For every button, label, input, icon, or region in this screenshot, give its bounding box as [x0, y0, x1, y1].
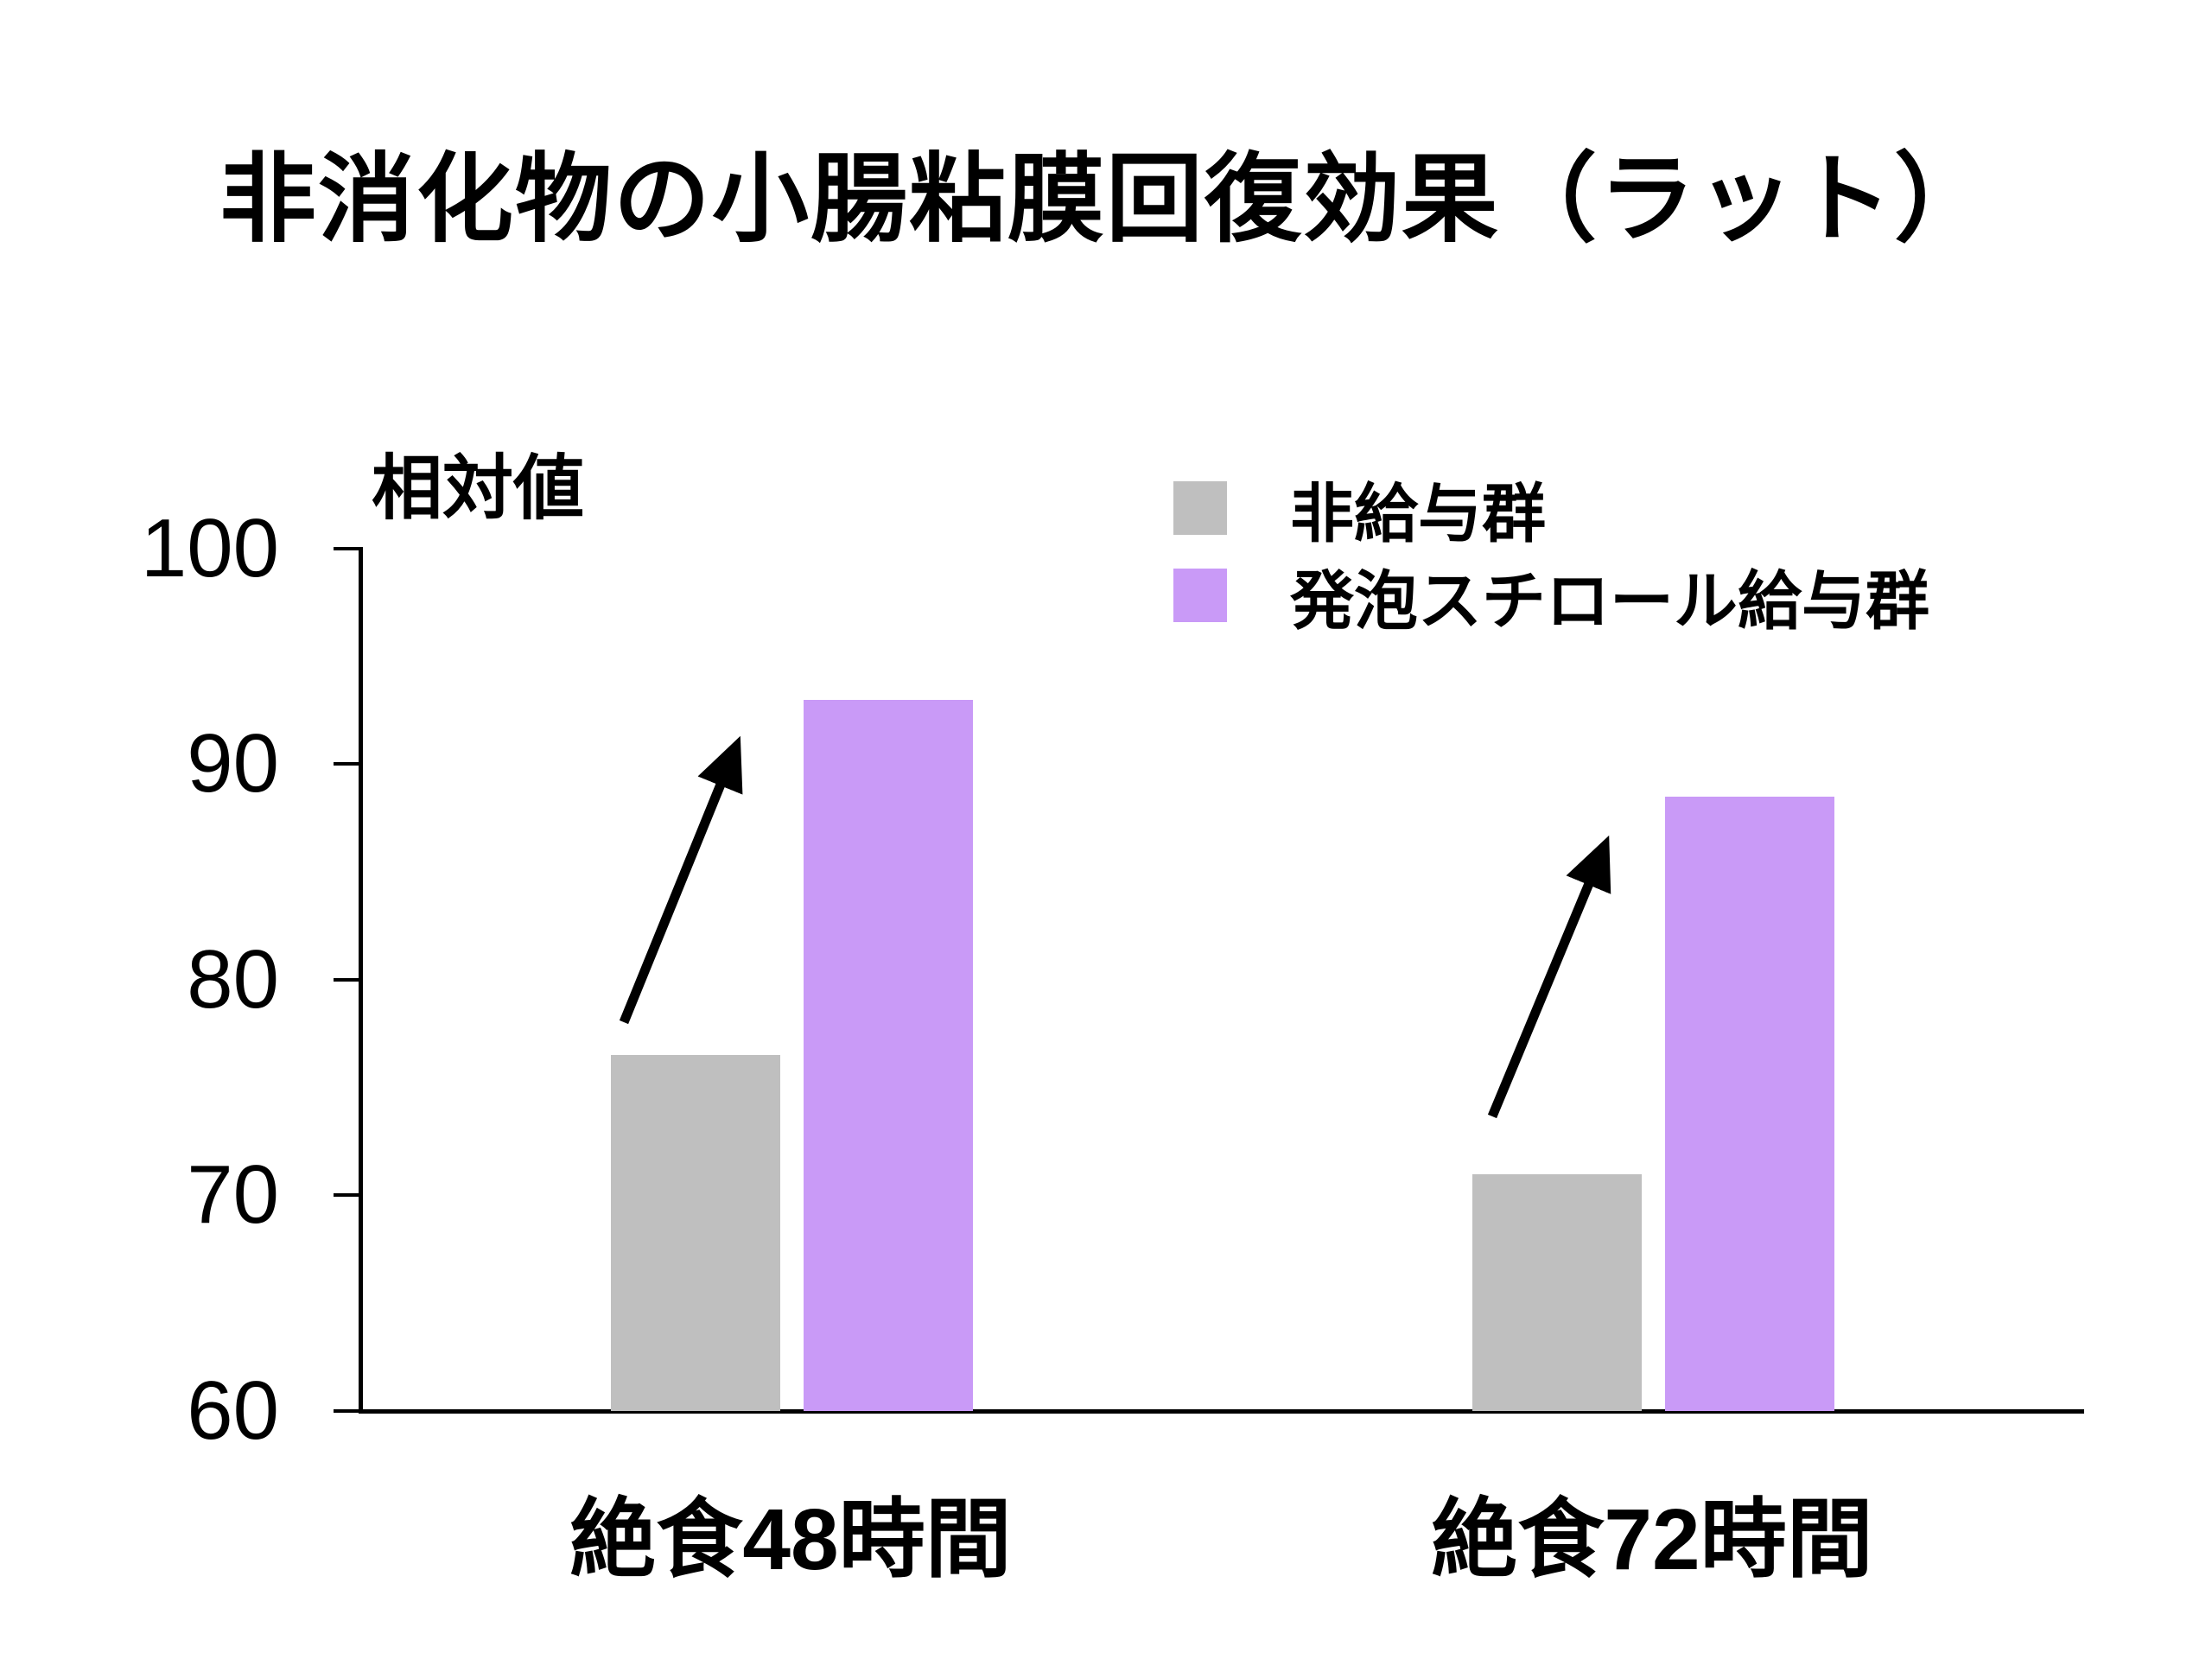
y-tick-90: [334, 762, 361, 766]
x-label-fasting72: 絶食72時間: [1431, 1491, 1873, 1588]
legend-item-polystyrene: 発泡スチロール給与群: [1173, 565, 1929, 637]
y-tick-80: [334, 978, 361, 982]
y-tick-100: [334, 547, 361, 550]
x-label-fasting48: 絶食48時間: [569, 1491, 1012, 1588]
legend-swatch-control: [1173, 481, 1227, 535]
bar-polystyrene-fasting72: [1665, 796, 1834, 1411]
chart-title: 非消化物の小腸粘膜回復効果（ラット）: [219, 145, 1993, 253]
y-tick-label-80: 80: [187, 933, 279, 1026]
y-tick-label-100: 100: [140, 502, 279, 594]
x-axis-line: [359, 1409, 2084, 1414]
legend: 非給与群 発泡スチロール給与群: [1173, 478, 1929, 656]
y-tick-label-90: 90: [187, 717, 279, 810]
legend-swatch-polystyrene: [1173, 569, 1227, 622]
increase-arrow-group2: [1487, 835, 1611, 1119]
y-tick-label-60: 60: [187, 1364, 279, 1457]
increase-arrow-group1: [619, 735, 743, 1025]
bar-control-fasting72: [1472, 1173, 1642, 1411]
legend-label-polystyrene: 発泡スチロール給与群: [1290, 564, 1929, 637]
bar-polystyrene-fasting48: [804, 699, 973, 1411]
y-axis-label: 相対値: [372, 449, 585, 528]
y-tick-60: [334, 1409, 361, 1413]
y-tick-70: [334, 1193, 361, 1197]
y-tick-label-70: 70: [187, 1148, 279, 1241]
legend-label-control: 非給与群: [1290, 477, 1546, 550]
bar-control-fasting48: [611, 1055, 780, 1411]
legend-item-control: 非給与群: [1173, 478, 1929, 550]
